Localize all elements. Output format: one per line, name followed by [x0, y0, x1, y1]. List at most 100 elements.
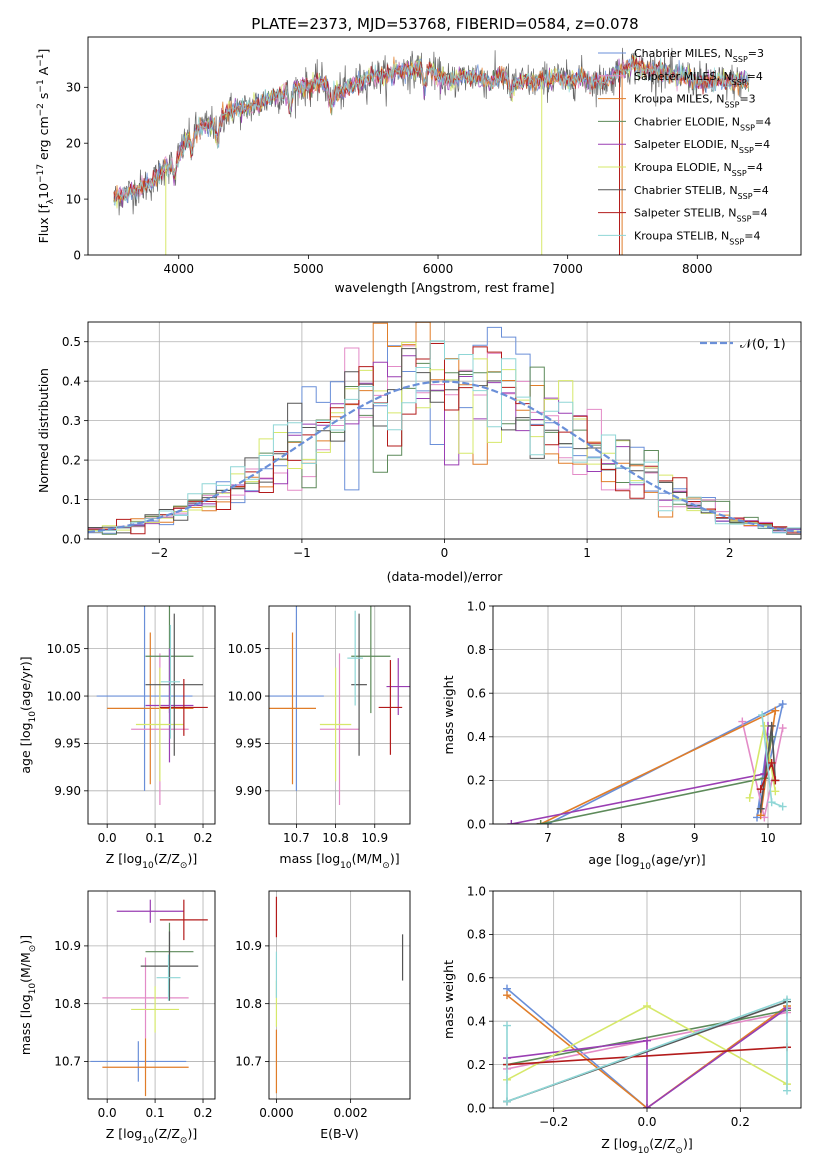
weight-point-marker	[771, 787, 780, 796]
errorbar-point	[351, 606, 391, 714]
errorbar-point	[135, 667, 184, 782]
x-tick-label: 1	[583, 546, 591, 560]
errorbar-point	[159, 899, 208, 941]
errorbar-point	[107, 632, 194, 785]
weight-point-marker	[507, 820, 516, 824]
x-axis-label: (data-model)/error	[387, 569, 504, 584]
mass-vs-EBV-panel: 0.000 0.002 10.7 10.8 10.9 E(B-V)	[235, 890, 411, 1141]
residual-histogram-step	[88, 355, 801, 531]
x-tick-label: 10.9	[361, 831, 388, 845]
mass-vs-Z-panel: 0.0 0.1 0.2 10.7 10.8 10.9 Z [log10(Z/Z⊙)] mass…	[18, 890, 216, 1146]
mass-vs-EBV-marks	[275, 896, 404, 1094]
weight-point-marker	[643, 1002, 651, 1011]
legend-entry: Salpeter STELIB, NSSP=4	[634, 207, 768, 224]
x-tick-label: 6000	[423, 262, 454, 276]
errorbar-point	[269, 632, 316, 785]
x-tick-label: 10.8	[322, 831, 349, 845]
legend-entry: Chabrier ELODIE, NSSP=4	[634, 115, 771, 131]
gaussian-reference-curve	[88, 380, 801, 534]
errorbar-point	[351, 613, 367, 756]
y-tick-label: 1.0	[467, 884, 486, 898]
errorbar-point	[347, 610, 363, 706]
x-tick-label: 4000	[163, 262, 194, 276]
age-vs-Z-panel: 0.0 0.1 0.2 9.90 9.95 10.00 10.05 Z [log10(Z/Z⊙…	[18, 605, 216, 871]
figure-title: PLATE=2373, MJD=53768, FIBERID=0584, z=0…	[251, 15, 638, 33]
x-axis-label: mass [log10(M/M⊙)]	[279, 851, 399, 871]
x-tick-label: 0.1	[146, 831, 165, 845]
legend-entry: Chabrier MILES, NSSP=3	[634, 47, 764, 64]
errorbar-point	[156, 954, 181, 1001]
errorbar-point	[160, 624, 181, 739]
y-tick-label: 0.3	[62, 414, 81, 428]
errorbar-point	[378, 660, 403, 755]
y-tick-label: 0	[73, 248, 81, 262]
weight-vs-age-grid	[493, 605, 801, 825]
y-tick-label: 10.00	[228, 689, 262, 703]
weight-point-marker	[756, 804, 765, 813]
weight-point-marker	[643, 1104, 651, 1108]
y-tick-label: 0.0	[62, 532, 81, 546]
errorbar-point	[159, 678, 208, 736]
weight-point-marker	[767, 758, 776, 767]
x-tick-label: 0.2	[731, 1115, 750, 1129]
y-tick-label: 1.0	[467, 599, 486, 613]
x-tick-label: 0.000	[259, 1106, 293, 1120]
weight-vs-Z-marks	[503, 984, 791, 1108]
y-tick-label: 10.8	[235, 997, 262, 1011]
y-tick-label: 0.4	[467, 730, 486, 744]
y-tick-label: 0.1	[62, 493, 81, 507]
errorbar-point	[96, 606, 193, 791]
x-tick-label: 0	[441, 546, 449, 560]
axes-frame	[492, 890, 802, 1109]
weight-point-marker	[783, 1086, 791, 1095]
weight-series-line	[506, 1007, 788, 1108]
y-axis-label: mass [log10(M/M⊙)]	[18, 935, 38, 1055]
age-vs-mass-panel: 10.7 10.8 10.9 9.90 9.95 10.00 10.05 mass [log1…	[228, 605, 411, 871]
x-tick-label: 0.2	[193, 1106, 212, 1120]
weight-point-marker	[771, 776, 780, 785]
x-axis-label: Z [log10(Z/Z⊙)]	[106, 1126, 197, 1146]
y-axis-label: Flux [fλ10−17 erg cm−2 s−1 A−1]	[36, 49, 56, 244]
legend-entry: Salpeter MILES, NSSP=4	[634, 70, 763, 87]
axes-frame	[268, 890, 411, 1100]
y-tick-label: 9.90	[54, 784, 81, 798]
x-tick-label: 0.002	[333, 1106, 367, 1120]
weight-point-marker	[756, 785, 765, 794]
age-vs-mass-marks	[269, 606, 410, 806]
errorbar-point	[319, 667, 352, 782]
y-tick-label: 10.00	[47, 689, 81, 703]
y-tick-label: 30	[66, 81, 81, 95]
x-tick-label: 0.0	[98, 1106, 117, 1120]
x-tick-label: 10.7	[283, 831, 310, 845]
legend-entry: Salpeter ELODIE, NSSP=4	[634, 138, 770, 155]
weight-point-marker	[783, 995, 791, 1004]
weight-series-line	[506, 994, 788, 1108]
x-tick-label: 10	[760, 831, 775, 845]
x-tick-label: 0.0	[98, 831, 117, 845]
legend-entry: Kroupa STELIB, NSSP=4	[634, 229, 760, 246]
spectrum-panel: 4000 5000 6000 7000 8000 0 10 20 30 wavelength [A…	[36, 36, 802, 295]
y-axis-label: mass weight	[441, 960, 456, 1039]
x-tick-label: 8000	[682, 262, 713, 276]
weight-vs-age-panel: 7 8 9 10 0.0 0.2 0.4 0.6 0.8 1.0 age [log10(age/yr…	[441, 599, 802, 872]
spectrum-marks	[113, 47, 750, 255]
errorbar-point	[145, 613, 204, 756]
y-tick-label: 0.2	[467, 774, 486, 788]
spectrum-legend: Chabrier MILES, NSSP=3 Salpeter MILES, NS…	[598, 47, 771, 246]
x-tick-label: 7	[544, 831, 552, 845]
errorbar-point	[319, 653, 360, 806]
y-tick-label: 0.6	[467, 687, 486, 701]
residual-histogram-step	[88, 343, 801, 535]
x-tick-label: −2	[150, 546, 168, 560]
y-tick-label: 10.05	[47, 642, 81, 656]
weight-point-marker	[778, 802, 787, 811]
weight-point-marker	[771, 706, 780, 715]
y-axis-label: age [log10(age/yr)]	[18, 656, 38, 773]
weight-point-marker	[643, 1036, 651, 1045]
y-tick-label: 0.2	[62, 453, 81, 467]
weight-point-marker	[503, 1097, 511, 1106]
residual-histogram-step	[88, 340, 801, 534]
axes-frame	[268, 605, 411, 825]
y-tick-label: 10.7	[235, 1055, 262, 1069]
axes-frame	[87, 605, 216, 825]
